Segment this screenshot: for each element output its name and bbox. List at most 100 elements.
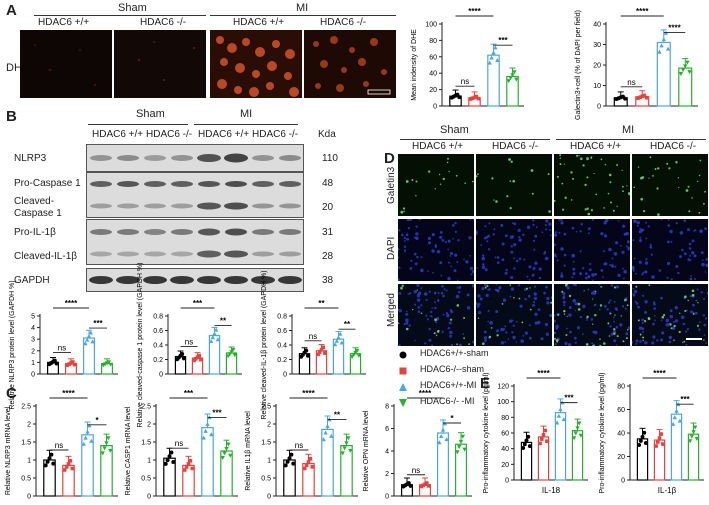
chart-point bbox=[67, 362, 71, 366]
chart-point bbox=[522, 442, 527, 447]
chart-point bbox=[81, 441, 86, 446]
chart-bar bbox=[46, 361, 59, 375]
panel-d-genotype-2: HDAC6 -/- bbox=[492, 141, 539, 152]
chart-point bbox=[540, 437, 544, 441]
chart-ytick-label: 0 bbox=[31, 372, 35, 379]
chart-point bbox=[302, 350, 307, 355]
chart-point bbox=[100, 451, 105, 456]
chart-point bbox=[344, 441, 349, 446]
chart-point bbox=[180, 351, 185, 356]
chart-ytick-label: 1 bbox=[27, 458, 31, 465]
chart-bar bbox=[62, 464, 75, 497]
chart-point bbox=[212, 331, 217, 336]
blot-label-nlrp3: NLRP3 bbox=[14, 153, 47, 164]
chart-point bbox=[171, 459, 176, 464]
chart-point bbox=[691, 430, 696, 435]
kda-pro-caspase1: 48 bbox=[322, 178, 334, 189]
chart-point bbox=[506, 79, 511, 84]
chart-bar bbox=[418, 484, 431, 497]
chart-point bbox=[321, 437, 326, 442]
chart-point bbox=[47, 362, 52, 367]
chart-point bbox=[195, 355, 200, 360]
chart-ytick-label: 2 bbox=[267, 422, 271, 429]
chart-C-il1b: Relative IL1β mRNA level 0 0.5 1 1.5 2 2.5 ns **… bbox=[245, 389, 358, 501]
chart-bar bbox=[653, 439, 666, 481]
chart-C-casp1: Relative CASP1 mRNA level 0 0.5 1 1.5 2 2.5 ns *… bbox=[125, 389, 238, 501]
chart-point bbox=[83, 435, 88, 440]
chart-point bbox=[201, 435, 206, 440]
chart-bar bbox=[321, 428, 334, 497]
chart-point bbox=[165, 458, 170, 463]
chart-point bbox=[85, 429, 90, 434]
chart-point bbox=[406, 481, 411, 486]
chart-point bbox=[663, 30, 669, 35]
chart-bar bbox=[349, 353, 362, 375]
chart-point bbox=[616, 96, 621, 101]
chart-point bbox=[338, 331, 343, 336]
chart-point bbox=[659, 432, 663, 436]
blot-label-cleaved-il1b: Cleaved-IL-1β bbox=[14, 251, 78, 262]
chart-ytick-label: 0 bbox=[505, 478, 509, 485]
chart-point bbox=[676, 402, 681, 407]
chart-ytick-label: 80 bbox=[617, 384, 625, 391]
chart-ytick-label: 1 bbox=[267, 458, 271, 465]
chart-point bbox=[577, 421, 582, 426]
chart-point bbox=[334, 338, 339, 343]
chart-ytick-label: 0.5 bbox=[21, 476, 31, 483]
chart-ytick-label: 60 bbox=[501, 431, 509, 438]
chart-bar bbox=[400, 484, 413, 497]
chart-sig-label: **** bbox=[302, 389, 315, 398]
chart-point bbox=[426, 484, 431, 488]
chart-point bbox=[329, 433, 334, 438]
panel-d-image-galectin3-3 bbox=[554, 154, 630, 216]
chart-point bbox=[323, 430, 328, 435]
chart-bar bbox=[571, 430, 584, 481]
scale-bar bbox=[367, 89, 391, 95]
chart-point bbox=[642, 93, 647, 98]
chart-point bbox=[51, 461, 56, 466]
chart-point bbox=[693, 425, 698, 430]
kda-header: Kda bbox=[318, 129, 336, 140]
chart-ytick-label: 0.2 bbox=[277, 357, 287, 364]
chart-point bbox=[54, 361, 59, 366]
chart-A-galectin: Galectin3+cell (% of DAPI per field) 0 10 2… bbox=[575, 7, 698, 120]
chart-sig-label: **** bbox=[468, 7, 481, 16]
chart-bar bbox=[43, 459, 56, 497]
blot-label-pro-il1b: Pro-IL-1β bbox=[14, 227, 56, 238]
chart-ytick-label: 0 bbox=[621, 478, 625, 485]
chart-point bbox=[442, 421, 447, 426]
chart-sig-label: **** bbox=[668, 23, 681, 32]
chart-point bbox=[457, 95, 462, 100]
chart-point bbox=[299, 354, 304, 359]
chart-bar bbox=[537, 436, 550, 481]
panel-b-mi-label: MI bbox=[240, 108, 253, 120]
chart-point bbox=[342, 446, 347, 451]
chart-point bbox=[642, 430, 647, 435]
kda-cleaved-caspase1: 20 bbox=[322, 202, 334, 213]
chart-point bbox=[489, 55, 494, 60]
chart-point bbox=[677, 418, 683, 423]
chart-ytick-label: 0.6 bbox=[153, 328, 163, 335]
chart-sig-label: ns bbox=[185, 338, 193, 347]
panel-a-genotype-2: HDAC6 -/- bbox=[140, 17, 187, 28]
chart-xlabel: IL-1β bbox=[658, 486, 677, 495]
chart-ylabel: Relative NLRP3 mRNA level bbox=[5, 406, 12, 495]
chart-point bbox=[70, 466, 75, 471]
chart-point bbox=[643, 440, 648, 445]
chart-point bbox=[306, 460, 311, 464]
chart-point bbox=[304, 348, 309, 353]
panel-d-image-merged-2 bbox=[476, 284, 552, 346]
chart-point bbox=[455, 450, 460, 455]
chart-point bbox=[209, 432, 214, 437]
chart-point bbox=[638, 438, 643, 443]
chart-ytick-label: 2.5 bbox=[261, 404, 271, 411]
chart-ytick-label: 20 bbox=[617, 454, 625, 461]
chart-B-casp1: Relative cleaved-caspase 1 protein level… bbox=[137, 263, 242, 427]
chart-point bbox=[685, 60, 690, 65]
chart-bar bbox=[613, 97, 628, 107]
chart-bar bbox=[436, 432, 449, 497]
chart-sig-label: **** bbox=[62, 389, 75, 398]
chart-point bbox=[470, 96, 475, 101]
chart-point bbox=[181, 356, 186, 361]
chart-bar bbox=[449, 95, 462, 107]
